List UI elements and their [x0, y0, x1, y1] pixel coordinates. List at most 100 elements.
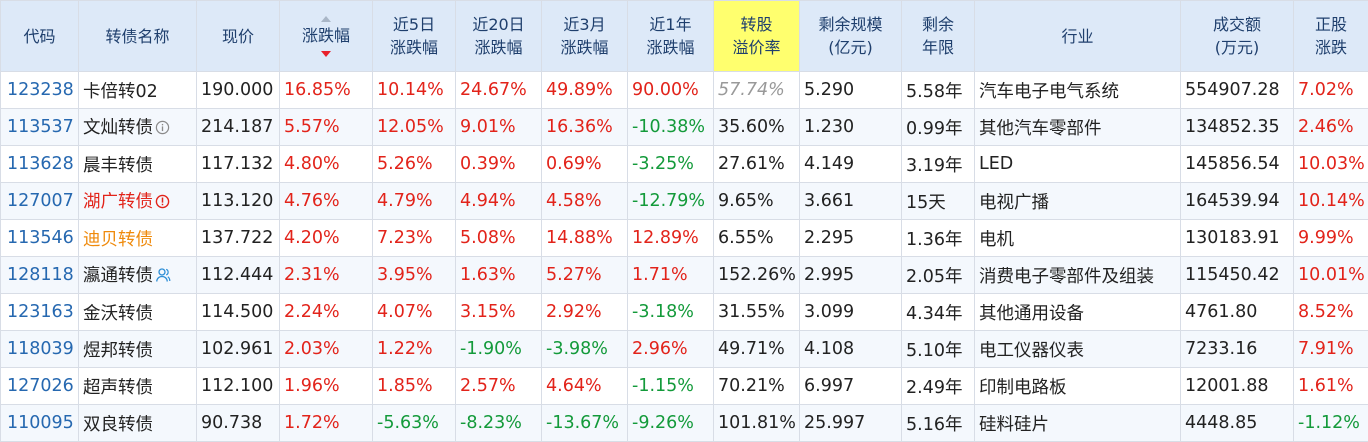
bond-name[interactable]: 文灿转债	[83, 118, 153, 138]
cell-premium: 49.71%	[713, 330, 800, 368]
cell-name[interactable]: 湖广转债	[78, 182, 197, 220]
cell-price: 117.132	[196, 145, 280, 183]
cell-code[interactable]: 113546	[0, 219, 79, 257]
cell-name[interactable]: 煜邦转债	[78, 330, 197, 368]
cell-m3: 4.64%	[541, 367, 628, 405]
cell-d5: 10.14%	[372, 71, 456, 109]
bond-name[interactable]: 瀛通转债	[83, 266, 153, 286]
bond-name[interactable]: 晨丰转债	[83, 155, 153, 176]
cell-m3: 14.88%	[541, 219, 628, 257]
table-row[interactable]: 123238 卡倍转02 190.000 16.85% 10.14% 24.67% 49.8…	[0, 71, 1368, 109]
cell-premium: 101.81%	[713, 404, 800, 442]
table-row[interactable]: 113537 文灿转债 214.187 5.57% 12.05% 9.01% 16.36% -…	[0, 108, 1368, 146]
header-volume[interactable]: 成交额 (万元)	[1180, 0, 1294, 72]
cell-volume: 7233.16	[1180, 330, 1294, 368]
table-row[interactable]: 118039 煜邦转债 102.961 2.03% 1.22% -1.90% -3.98% 2…	[0, 330, 1368, 368]
cell-name[interactable]: 双良转债	[78, 404, 197, 442]
table-row[interactable]: 127007 湖广转债 113.120 4.76% 4.79% 4.94% 4.58% -12…	[0, 182, 1368, 220]
cell-stock_change: 8.52%	[1293, 293, 1368, 331]
cell-m3: -3.98%	[541, 330, 628, 368]
cell-volume: 4448.85	[1180, 404, 1294, 442]
header-label: 涨跌幅	[646, 38, 695, 57]
header-d20[interactable]: 近20日 涨跌幅	[455, 0, 542, 72]
cell-y1: -1.15%	[627, 367, 714, 405]
table-row[interactable]: 113546 迪贝转债 137.722 4.20% 7.23% 5.08% 14.88% 12…	[0, 219, 1368, 257]
cell-industry: 电工仪器仪表	[974, 330, 1181, 368]
cell-code[interactable]: 113537	[0, 108, 79, 146]
header-label: 涨跌幅	[301, 26, 350, 45]
warning-circle-icon[interactable]	[155, 194, 170, 214]
bond-name[interactable]: 超声转债	[83, 377, 153, 398]
person-icon[interactable]	[155, 267, 171, 288]
table-row[interactable]: 113628 晨丰转债 117.132 4.80% 5.26% 0.39% 0.69% -3.…	[0, 145, 1368, 183]
header-scale[interactable]: 剩余规模 (亿元)	[799, 0, 902, 72]
header-change[interactable]: 涨跌幅	[279, 0, 373, 72]
cell-term: 2.05年	[901, 256, 975, 294]
cell-scale: 6.997	[799, 367, 902, 405]
cell-term: 5.10年	[901, 330, 975, 368]
table-row[interactable]: 123163 金沃转债 114.500 2.24% 4.07% 3.15% 2.92% -3.…	[0, 293, 1368, 331]
cell-stock_change: 7.02%	[1293, 71, 1368, 109]
cell-name[interactable]: 超声转债	[78, 367, 197, 405]
bond-name[interactable]: 卡倍转02	[83, 81, 158, 102]
cell-d20: 1.63%	[455, 256, 542, 294]
cell-code[interactable]: 127026	[0, 367, 79, 405]
header-stock_change[interactable]: 正股 涨跌	[1293, 0, 1368, 72]
cell-y1: 90.00%	[627, 71, 714, 109]
cell-name[interactable]: 瀛通转债	[78, 256, 197, 294]
header-industry[interactable]: 行业	[974, 0, 1181, 72]
cell-price: 214.187	[196, 108, 280, 146]
header-row: 代码 转债名称 现价 涨跌幅 近5日 涨跌幅 近20日 涨跌幅 近3月 涨跌幅 近1年 涨跌幅 转股 溢价…	[0, 0, 1368, 72]
bond-name[interactable]: 迪贝转债	[83, 229, 153, 250]
bond-name[interactable]: 双良转债	[83, 414, 153, 435]
cell-d20: 5.08%	[455, 219, 542, 257]
header-price[interactable]: 现价	[196, 0, 280, 72]
cell-premium: 35.60%	[713, 108, 800, 146]
header-term[interactable]: 剩余 年限	[901, 0, 975, 72]
header-m3[interactable]: 近3月 涨跌幅	[541, 0, 628, 72]
cell-name[interactable]: 晨丰转债	[78, 145, 197, 183]
info-circle-icon[interactable]	[155, 120, 170, 140]
cell-code[interactable]: 123238	[0, 71, 79, 109]
cell-industry: 其他汽车零部件	[974, 108, 1181, 146]
cell-industry: 消费电子零部件及组装	[974, 256, 1181, 294]
cell-name[interactable]: 迪贝转债	[78, 219, 197, 257]
cell-code[interactable]: 123163	[0, 293, 79, 331]
bond-name[interactable]: 金沃转债	[83, 303, 153, 324]
cell-name[interactable]: 金沃转债	[78, 293, 197, 331]
header-label: 剩余	[921, 15, 954, 34]
cell-d20: 9.01%	[455, 108, 542, 146]
cell-premium: 27.61%	[713, 145, 800, 183]
cell-code[interactable]: 113628	[0, 145, 79, 183]
cell-code[interactable]: 118039	[0, 330, 79, 368]
header-d5[interactable]: 近5日 涨跌幅	[372, 0, 456, 72]
cell-code[interactable]: 127007	[0, 182, 79, 220]
cell-stock_change: 10.03%	[1293, 145, 1368, 183]
cell-price: 137.722	[196, 219, 280, 257]
cell-d5: 5.26%	[372, 145, 456, 183]
cell-price: 90.738	[196, 404, 280, 442]
bond-name[interactable]: 湖广转债	[83, 192, 153, 212]
cell-name[interactable]: 文灿转债	[78, 108, 197, 146]
header-y1[interactable]: 近1年 涨跌幅	[627, 0, 714, 72]
cell-d20: -8.23%	[455, 404, 542, 442]
cell-term: 0.99年	[901, 108, 975, 146]
cell-code[interactable]: 110095	[0, 404, 79, 442]
cell-term: 4.34年	[901, 293, 975, 331]
cell-industry: 电机	[974, 219, 1181, 257]
table-row[interactable]: 110095 双良转债 90.738 1.72% -5.63% -8.23% -13.67%…	[0, 404, 1368, 442]
cell-change: 4.80%	[279, 145, 373, 183]
table-row[interactable]: 127026 超声转债 112.100 1.96% 1.85% 2.57% 4.64% -1.…	[0, 367, 1368, 405]
cell-code[interactable]: 128118	[0, 256, 79, 294]
table-row[interactable]: 128118 瀛通转债 112.444 2.31% 3.95% 1.63% 5.27% 1.7…	[0, 256, 1368, 294]
cell-stock_change: 1.61%	[1293, 367, 1368, 405]
cell-d20: -1.90%	[455, 330, 542, 368]
header-label: 近5日	[392, 15, 436, 34]
cell-scale: 4.108	[799, 330, 902, 368]
header-name[interactable]: 转债名称	[78, 0, 197, 72]
cell-name[interactable]: 卡倍转02	[78, 71, 197, 109]
header-premium[interactable]: 转股 溢价率	[713, 0, 800, 72]
bond-name[interactable]: 煜邦转债	[83, 340, 153, 361]
header-code[interactable]: 代码	[0, 0, 79, 72]
cell-d20: 4.94%	[455, 182, 542, 220]
